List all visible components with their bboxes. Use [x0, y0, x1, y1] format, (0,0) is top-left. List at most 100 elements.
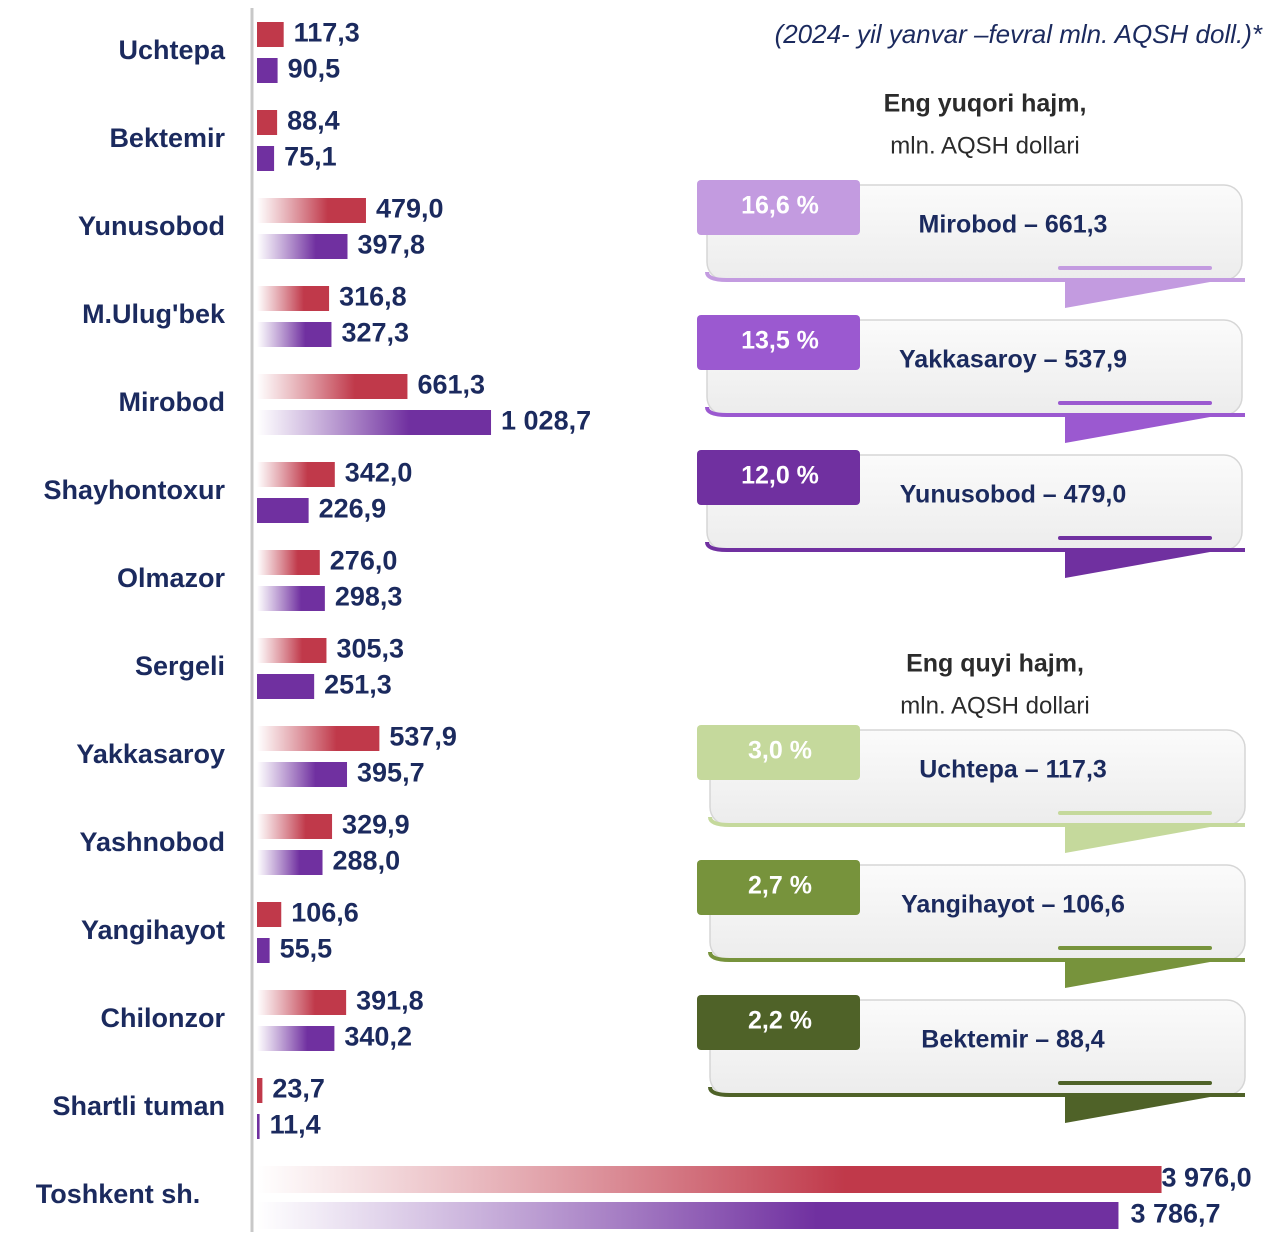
bar	[257, 110, 278, 135]
value-label: 537,9	[389, 722, 457, 752]
callout-ribbon	[708, 816, 1245, 827]
bar	[257, 462, 335, 487]
category-label: Mirobod	[119, 387, 225, 417]
value-label: 316,8	[339, 282, 407, 312]
value-label: 3 786,7	[1130, 1199, 1220, 1229]
value-label: 391,8	[356, 986, 424, 1016]
value-label: 479,0	[376, 194, 444, 224]
percent-tab	[697, 315, 860, 370]
value-label: 327,3	[341, 318, 409, 348]
bar	[257, 902, 282, 927]
bar	[257, 550, 320, 575]
bar	[257, 322, 332, 347]
percent-label: 3,0 %	[748, 737, 812, 765]
category-label: Sergeli	[135, 651, 225, 681]
callout-ribbon	[708, 951, 1245, 962]
category-label: Chilonzor	[101, 1003, 226, 1033]
callout-fold	[1065, 552, 1210, 578]
percent-tab	[697, 180, 860, 235]
bar	[257, 674, 315, 699]
value-label: 3 976,0	[1162, 1163, 1252, 1193]
bar	[257, 726, 380, 751]
percent-label: 2,7 %	[748, 872, 812, 900]
bar	[257, 1078, 263, 1103]
value-label: 395,7	[357, 758, 425, 788]
bar	[257, 374, 408, 399]
bar	[257, 234, 348, 259]
percent-label: 13,5 %	[741, 327, 819, 355]
bar	[257, 1166, 1162, 1193]
callout-fold	[1065, 282, 1210, 308]
callout-text: Bektemir – 88,4	[921, 1026, 1105, 1054]
value-label: 106,6	[291, 898, 359, 928]
percent-label: 12,0 %	[741, 462, 819, 490]
value-label: 276,0	[330, 546, 398, 576]
value-label: 251,3	[324, 670, 392, 700]
percent-tab	[697, 995, 860, 1050]
percent-tab	[697, 860, 860, 915]
value-label: 342,0	[345, 458, 413, 488]
callout-text: Yunusobod – 479,0	[900, 481, 1126, 509]
value-label: 329,9	[342, 810, 410, 840]
panel-subtitle: mln. AQSH dollari	[900, 692, 1089, 719]
callout-ribbon	[705, 271, 1245, 282]
bar	[257, 1114, 260, 1139]
value-label: 661,3	[417, 370, 485, 400]
callout-fold	[1065, 417, 1210, 443]
panel-title: Eng quyi hajm,	[906, 650, 1084, 678]
bar	[257, 22, 284, 47]
bar	[257, 198, 366, 223]
value-label: 23,7	[272, 1074, 325, 1104]
category-label: Yakkasaroy	[76, 739, 225, 769]
callout-text: Mirobod – 661,3	[919, 211, 1108, 239]
callout-text: Yangihayot – 106,6	[901, 891, 1125, 919]
value-label: 397,8	[357, 230, 425, 260]
bar	[257, 410, 492, 435]
bar	[257, 762, 348, 787]
percent-label: 2,2 %	[748, 1007, 812, 1035]
value-label: 117,3	[294, 18, 360, 48]
category-label: Bektemir	[109, 123, 225, 153]
category-label: M.Ulug'bek	[82, 299, 226, 329]
callout-text: Uchtepa – 117,3	[919, 756, 1107, 784]
value-label: 298,3	[335, 582, 403, 612]
callout-fold	[1065, 827, 1210, 853]
bar	[257, 286, 330, 311]
value-label: 1 028,7	[501, 406, 591, 436]
bar	[257, 586, 325, 611]
percent-tab	[697, 725, 860, 780]
value-label: 288,0	[333, 846, 401, 876]
bar	[257, 850, 323, 875]
callout-fold	[1065, 962, 1210, 988]
category-label: Uchtepa	[118, 35, 226, 65]
category-label: Shartli tuman	[52, 1091, 225, 1121]
bar	[257, 814, 333, 839]
callout-ribbon	[705, 541, 1245, 552]
category-label: Yashnobod	[79, 827, 225, 857]
category-label: Yangihayot	[81, 915, 225, 945]
value-label: 90,5	[288, 54, 341, 84]
value-label: 226,9	[319, 494, 387, 524]
callout-fold	[1065, 1097, 1210, 1123]
chart-title: (2024- yil yanvar –fevral mln. AQSH doll…	[775, 19, 1263, 49]
bar	[257, 1026, 335, 1051]
percent-label: 16,6 %	[741, 192, 819, 220]
callout-text: Yakkasaroy – 537,9	[899, 346, 1127, 374]
bar	[257, 498, 309, 523]
category-label: Yunusobod	[78, 211, 225, 241]
bar	[257, 990, 347, 1015]
panel-subtitle: mln. AQSH dollari	[890, 132, 1079, 159]
bar	[257, 146, 275, 171]
value-label: 340,2	[344, 1022, 412, 1052]
callout-ribbon	[705, 406, 1245, 417]
bar	[257, 938, 270, 963]
category-label: Toshkent sh.	[36, 1179, 201, 1209]
value-label: 305,3	[336, 634, 404, 664]
bar	[257, 638, 327, 663]
value-label: 55,5	[280, 934, 333, 964]
callout-ribbon	[708, 1086, 1245, 1097]
category-label: Shayhontoxur	[43, 475, 225, 505]
value-label: 11,4	[270, 1110, 321, 1140]
category-label: Olmazor	[117, 563, 226, 593]
